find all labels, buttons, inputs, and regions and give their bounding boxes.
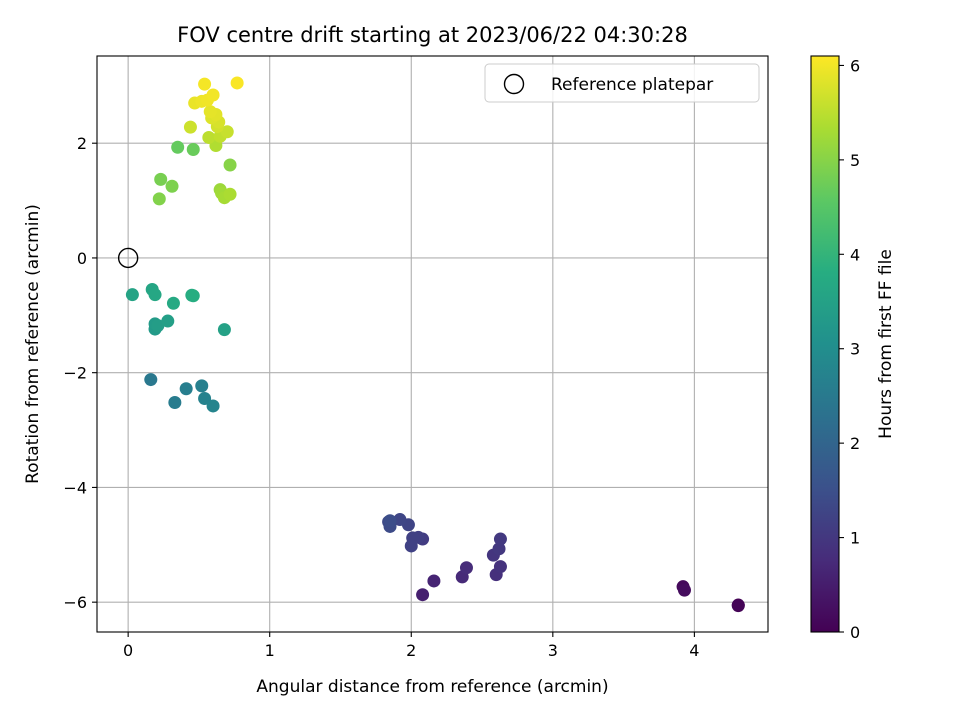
colorbar-label: Hours from first FF file	[876, 249, 896, 439]
colorbar-tick-label: 0	[850, 623, 860, 642]
chart-title: FOV centre drift starting at 2023/06/22 …	[177, 23, 688, 47]
data-point	[148, 288, 162, 302]
data-point	[152, 192, 166, 206]
x-tick-label: 4	[689, 641, 699, 660]
x-tick-label: 0	[123, 641, 133, 660]
legend-box	[484, 63, 760, 103]
x-tick-label: 3	[548, 641, 558, 660]
data-point	[198, 77, 212, 91]
colorbar-tick-label: 4	[850, 245, 860, 264]
x-axis-label: Angular distance from reference (arcmin)	[256, 677, 608, 697]
data-point	[677, 583, 691, 597]
data-point	[186, 289, 200, 303]
data-point	[459, 561, 473, 575]
data-point	[202, 130, 216, 144]
x-tick-label: 2	[406, 641, 416, 660]
reference-layer	[117, 247, 139, 269]
legend-entry-label: Reference platepar	[551, 75, 713, 95]
data-point	[166, 296, 180, 310]
y-tick-label: −2	[63, 364, 87, 383]
data-point	[217, 323, 231, 337]
data-point	[186, 143, 200, 157]
data-point	[154, 172, 168, 186]
data-point	[492, 542, 506, 556]
data-point	[183, 120, 197, 134]
x-tick-label: 1	[265, 641, 275, 660]
y-tick-label: −6	[63, 593, 87, 612]
data-point	[125, 288, 139, 302]
data-point	[144, 373, 158, 387]
data-point	[404, 539, 418, 553]
colorbar-tick-label: 1	[850, 529, 860, 548]
data-point	[203, 105, 217, 119]
plot-frame	[96, 55, 769, 633]
y-axis-label: Rotation from reference (arcmin)	[23, 204, 43, 484]
data-point	[220, 125, 234, 139]
legend-marker	[503, 73, 525, 95]
y-tick-label: −4	[63, 478, 87, 497]
y-tick-label: 2	[77, 134, 87, 153]
grid	[97, 56, 768, 632]
colorbar-frame	[810, 55, 840, 633]
data-point	[416, 588, 430, 602]
y-tick-label: 0	[77, 249, 87, 268]
data-point	[206, 88, 220, 102]
colorbar-tick-label: 3	[850, 340, 860, 359]
data-point	[383, 514, 397, 528]
data-point	[230, 76, 244, 90]
data-point	[493, 532, 507, 546]
data-point	[165, 179, 179, 193]
data-point	[171, 140, 185, 154]
data-points	[125, 76, 745, 613]
data-point	[393, 513, 407, 527]
data-point	[179, 382, 193, 396]
data-point	[731, 599, 745, 613]
reference-marker	[117, 247, 139, 269]
colorbar-ticks: 0 1 2 3 4 5 6	[839, 56, 860, 642]
data-point	[198, 392, 212, 406]
colorbar-tick-label: 5	[850, 151, 860, 170]
x-axis-ticks: 0 1 2 3 4	[123, 632, 699, 660]
y-axis-ticks: −6 −4 −2 0 2	[63, 134, 97, 612]
data-point	[151, 319, 165, 333]
colorbar-tick-label: 6	[850, 56, 860, 75]
data-point	[427, 574, 441, 588]
data-point	[206, 399, 220, 413]
data-point	[161, 314, 175, 328]
legend: Reference platepar	[484, 63, 760, 103]
data-point	[493, 560, 507, 574]
colorbar-tick-label: 2	[850, 434, 860, 453]
data-point	[195, 379, 209, 393]
data-point	[223, 187, 237, 201]
colorbar-gradient	[811, 56, 839, 632]
data-point	[168, 396, 182, 410]
data-point	[223, 158, 237, 172]
colorbar: 0 1 2 3 4 5 6 Hours from first FF file	[810, 55, 896, 642]
